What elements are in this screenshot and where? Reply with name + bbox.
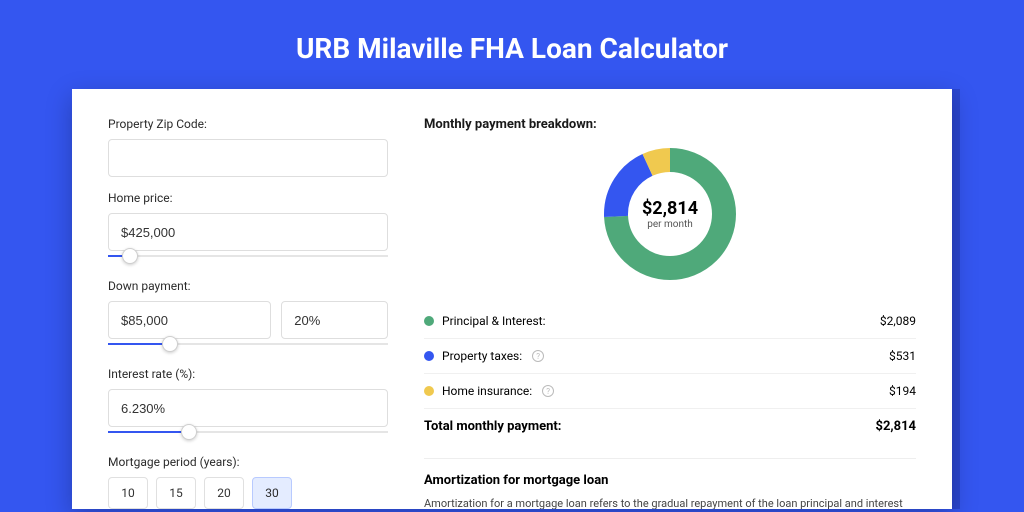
interest-rate-input[interactable] — [108, 389, 388, 427]
mortgage-period-label: Mortgage period (years): — [108, 455, 388, 469]
donut-sub: per month — [647, 219, 693, 230]
donut-chart: $2,814 per month — [600, 144, 740, 284]
zip-input[interactable] — [108, 139, 388, 177]
legend-label: Principal & Interest: — [442, 314, 546, 328]
down-payment-label: Down payment: — [108, 279, 388, 293]
amort-body: Amortization for a mortgage loan refers … — [424, 496, 916, 509]
down-payment-field: Down payment: — [108, 279, 388, 353]
amort-title: Amortization for mortgage loan — [424, 458, 916, 488]
info-icon[interactable]: ? — [532, 350, 544, 362]
interest-rate-label: Interest rate (%): — [108, 367, 388, 381]
legend-label: Property taxes: — [442, 349, 522, 363]
down-payment-input[interactable] — [108, 301, 271, 339]
donut-center: $2,814 per month — [600, 144, 740, 284]
period-15-button[interactable]: 15 — [156, 477, 196, 509]
total-label: Total monthly payment: — [424, 419, 561, 434]
period-30-button[interactable]: 30 — [252, 477, 292, 509]
legend-label: Home insurance: — [442, 384, 532, 398]
total-row: Total monthly payment: $2,814 — [424, 409, 916, 450]
total-value: $2,814 — [876, 419, 917, 434]
dot-icon — [424, 386, 434, 396]
legend-principal-interest: Principal & Interest: $2,089 — [424, 304, 916, 339]
breakdown-panel: Monthly payment breakdown: $2,814 per mo… — [424, 117, 916, 481]
interest-rate-field: Interest rate (%): — [108, 367, 388, 441]
period-20-button[interactable]: 20 — [204, 477, 244, 509]
legend-value: $194 — [889, 384, 916, 398]
donut-chart-wrap: $2,814 per month — [424, 144, 916, 284]
dot-icon — [424, 316, 434, 326]
home-price-field: Home price: — [108, 191, 388, 265]
home-price-label: Home price: — [108, 191, 388, 205]
legend-property-taxes: Property taxes: ? $531 — [424, 339, 916, 374]
period-10-button[interactable]: 10 — [108, 477, 148, 509]
legend-value: $2,089 — [880, 314, 916, 328]
zip-label: Property Zip Code: — [108, 117, 388, 131]
zip-field: Property Zip Code: — [108, 117, 388, 177]
info-icon[interactable]: ? — [542, 385, 554, 397]
down-payment-pct-input[interactable] — [281, 301, 388, 339]
calculator-card: Property Zip Code: Home price: Down paym… — [72, 89, 952, 509]
home-price-input[interactable] — [108, 213, 388, 251]
breakdown-title: Monthly payment breakdown: — [424, 117, 916, 132]
home-price-slider[interactable] — [108, 249, 388, 265]
mortgage-period-group: 10 15 20 30 — [108, 477, 388, 509]
interest-rate-slider[interactable] — [108, 425, 388, 441]
dot-icon — [424, 351, 434, 361]
form-panel: Property Zip Code: Home price: Down paym… — [108, 117, 388, 481]
down-payment-slider[interactable] — [108, 337, 388, 353]
donut-amount: $2,814 — [642, 198, 698, 219]
legend-value: $531 — [889, 349, 916, 363]
page-title: URB Milaville FHA Loan Calculator — [0, 0, 1024, 89]
legend-home-insurance: Home insurance: ? $194 — [424, 374, 916, 409]
mortgage-period-field: Mortgage period (years): 10 15 20 30 — [108, 455, 388, 509]
